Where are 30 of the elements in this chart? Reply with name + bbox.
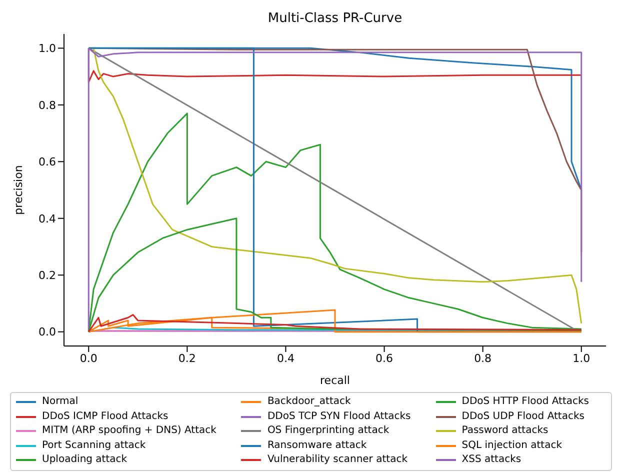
legend-label: DDoS TCP SYN Flood Attacks [267, 410, 411, 424]
x-tick-label: 0.4 [276, 352, 294, 365]
x-tick-label: 0.0 [80, 352, 98, 365]
x-tick-label: 0.6 [376, 352, 394, 365]
y-tick-label: 0.6 [38, 156, 56, 169]
legend-label: MITM (ARP spoofing + DNS) Attack [42, 424, 216, 438]
y-tick-label: 1.0 [38, 42, 56, 56]
chart-title: Multi-Class PR-Curve [266, 10, 404, 28]
y-tick-label: 0.2 [38, 268, 56, 282]
legend-label: DDoS HTTP Flood Attacks [462, 395, 589, 409]
legend-label: Password attacks [462, 424, 548, 438]
legend-label: DDoS ICMP Flood Attacks [42, 410, 168, 424]
legend-label: SQL injection attack [462, 438, 562, 452]
legend-label: Uploading attack [42, 453, 128, 467]
legend-label: Ransomware attack [267, 438, 367, 452]
x-tick-label: 0.2 [178, 352, 196, 365]
y-tick-label: 0.8 [38, 98, 56, 112]
legend-label: Backdoor_attack [267, 395, 351, 409]
legend-label: Vulnerability scanner attack [267, 453, 408, 467]
legend-label: XSS attacks [462, 453, 522, 467]
legend-label: Normal [42, 395, 78, 409]
y-tick-label: 0.0 [38, 326, 56, 339]
legend-label: OS Fingerprinting attack [267, 424, 390, 438]
y-axis-title: precision [12, 165, 25, 215]
legend-label: DDoS UDP Flood Attacks [462, 410, 584, 424]
x-tick-label: 0.8 [474, 352, 492, 365]
x-axis-title: recall [320, 374, 350, 387]
legend-label: Port Scanning attack [42, 438, 146, 452]
x-tick-label: 1.0 [572, 352, 590, 365]
y-tick-label: 0.4 [38, 212, 56, 226]
